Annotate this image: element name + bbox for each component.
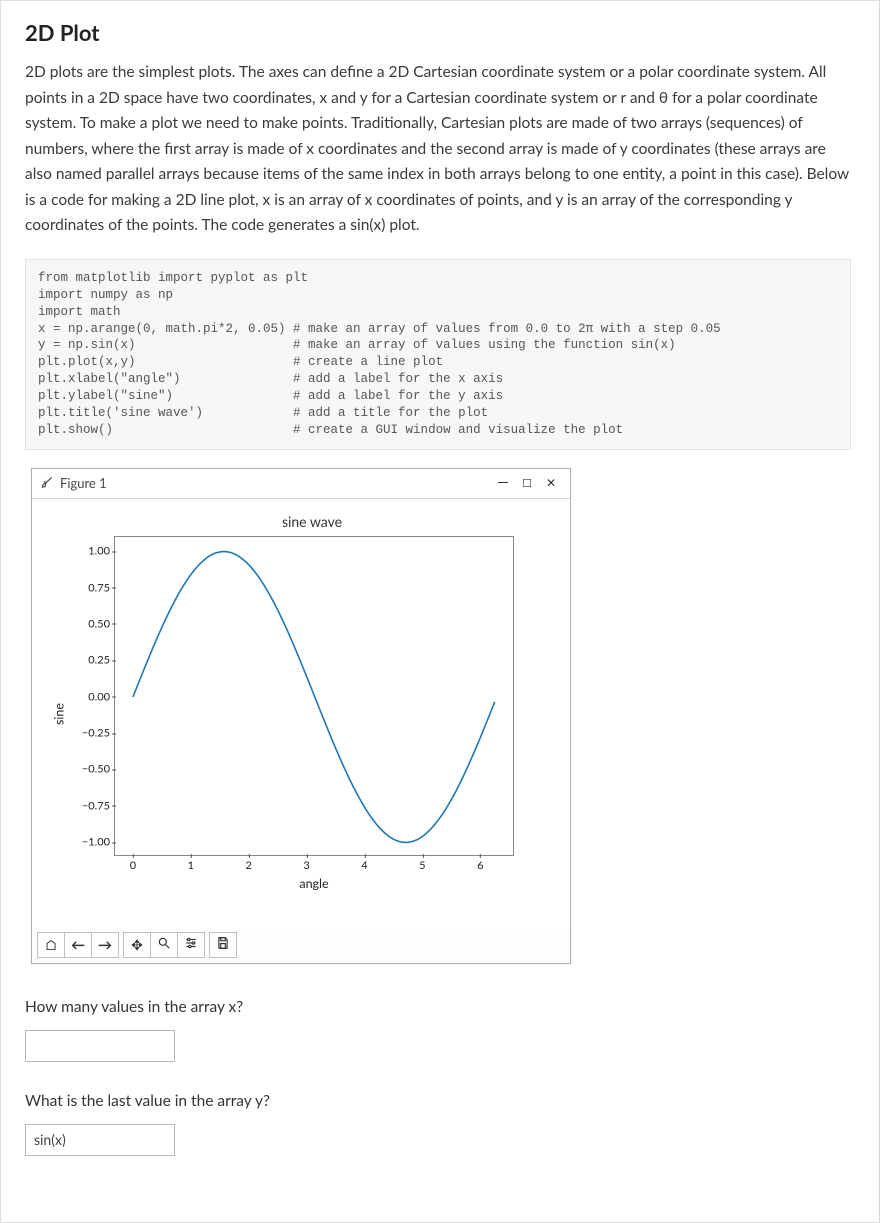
- plot-area: sine wave sine −1.00−0.75−0.50−0.250.000…: [32, 499, 570, 929]
- home-button[interactable]: ⌂: [37, 932, 65, 958]
- y-tick-label: −0.25: [82, 727, 110, 740]
- pan-button[interactable]: ✥: [123, 932, 151, 958]
- close-button[interactable]: [540, 474, 562, 492]
- question-2-label: What is the last value in the array y?: [25, 1092, 851, 1110]
- x-tick-label: 0: [130, 859, 136, 872]
- y-tick-label: 0.50: [88, 617, 110, 630]
- save-button[interactable]: [209, 932, 237, 958]
- page: 2D Plot 2D plots are the simplest plots.…: [0, 0, 880, 1223]
- back-button[interactable]: ←: [64, 932, 92, 958]
- y-tick-label: −0.50: [82, 763, 110, 776]
- minimize-button[interactable]: [492, 474, 514, 492]
- window-title: Figure 1: [60, 475, 107, 491]
- x-tick-label: 3: [303, 859, 309, 872]
- question-1-label: How many values in the array x?: [25, 998, 851, 1016]
- question-1-input[interactable]: [25, 1030, 175, 1062]
- zoom-button[interactable]: [150, 932, 178, 958]
- maximize-button[interactable]: [516, 474, 538, 492]
- figure-window: Figure 1 sine wave sine −1.00−0.75−0.50−…: [31, 468, 571, 964]
- question-2-input[interactable]: [25, 1124, 175, 1156]
- x-tick-label: 4: [361, 859, 367, 872]
- plot-title: sine wave: [88, 513, 536, 530]
- window-titlebar: Figure 1: [32, 469, 570, 499]
- y-tick-label: 1.00: [88, 545, 110, 558]
- save-icon: [216, 936, 230, 953]
- y-tick-label: 0.75: [88, 581, 110, 594]
- intro-paragraph: 2D plots are the simplest plots. The axe…: [25, 60, 851, 239]
- x-tick-label: 5: [419, 859, 425, 872]
- x-tick-label: 1: [188, 859, 194, 872]
- x-tick-label: 6: [477, 859, 483, 872]
- figure-icon: [40, 475, 54, 492]
- zoom-icon: [157, 936, 171, 953]
- forward-button[interactable]: →: [91, 932, 119, 958]
- y-tick-label: −0.75: [82, 799, 110, 812]
- y-axis-label: sine: [52, 703, 67, 725]
- x-tick-label: 2: [246, 859, 252, 872]
- chart-box: −1.00−0.75−0.50−0.250.000.250.500.751.00…: [114, 536, 514, 856]
- back-icon: ←: [71, 936, 85, 953]
- configure-button[interactable]: [177, 932, 205, 958]
- home-icon: ⌂: [46, 936, 57, 953]
- y-tick-label: 0.25: [88, 654, 110, 667]
- code-block: from matplotlib import pyplot as plt imp…: [25, 259, 851, 450]
- figure-toolbar: ⌂ ← → ✥: [32, 929, 570, 963]
- forward-icon: →: [98, 936, 112, 953]
- x-axis-label: angle: [114, 876, 514, 891]
- y-tick-label: 0.00: [88, 690, 110, 703]
- section-heading: 2D Plot: [25, 19, 851, 46]
- configure-icon: [184, 936, 198, 953]
- y-tick-label: −1.00: [82, 836, 110, 849]
- pan-icon: ✥: [131, 936, 143, 954]
